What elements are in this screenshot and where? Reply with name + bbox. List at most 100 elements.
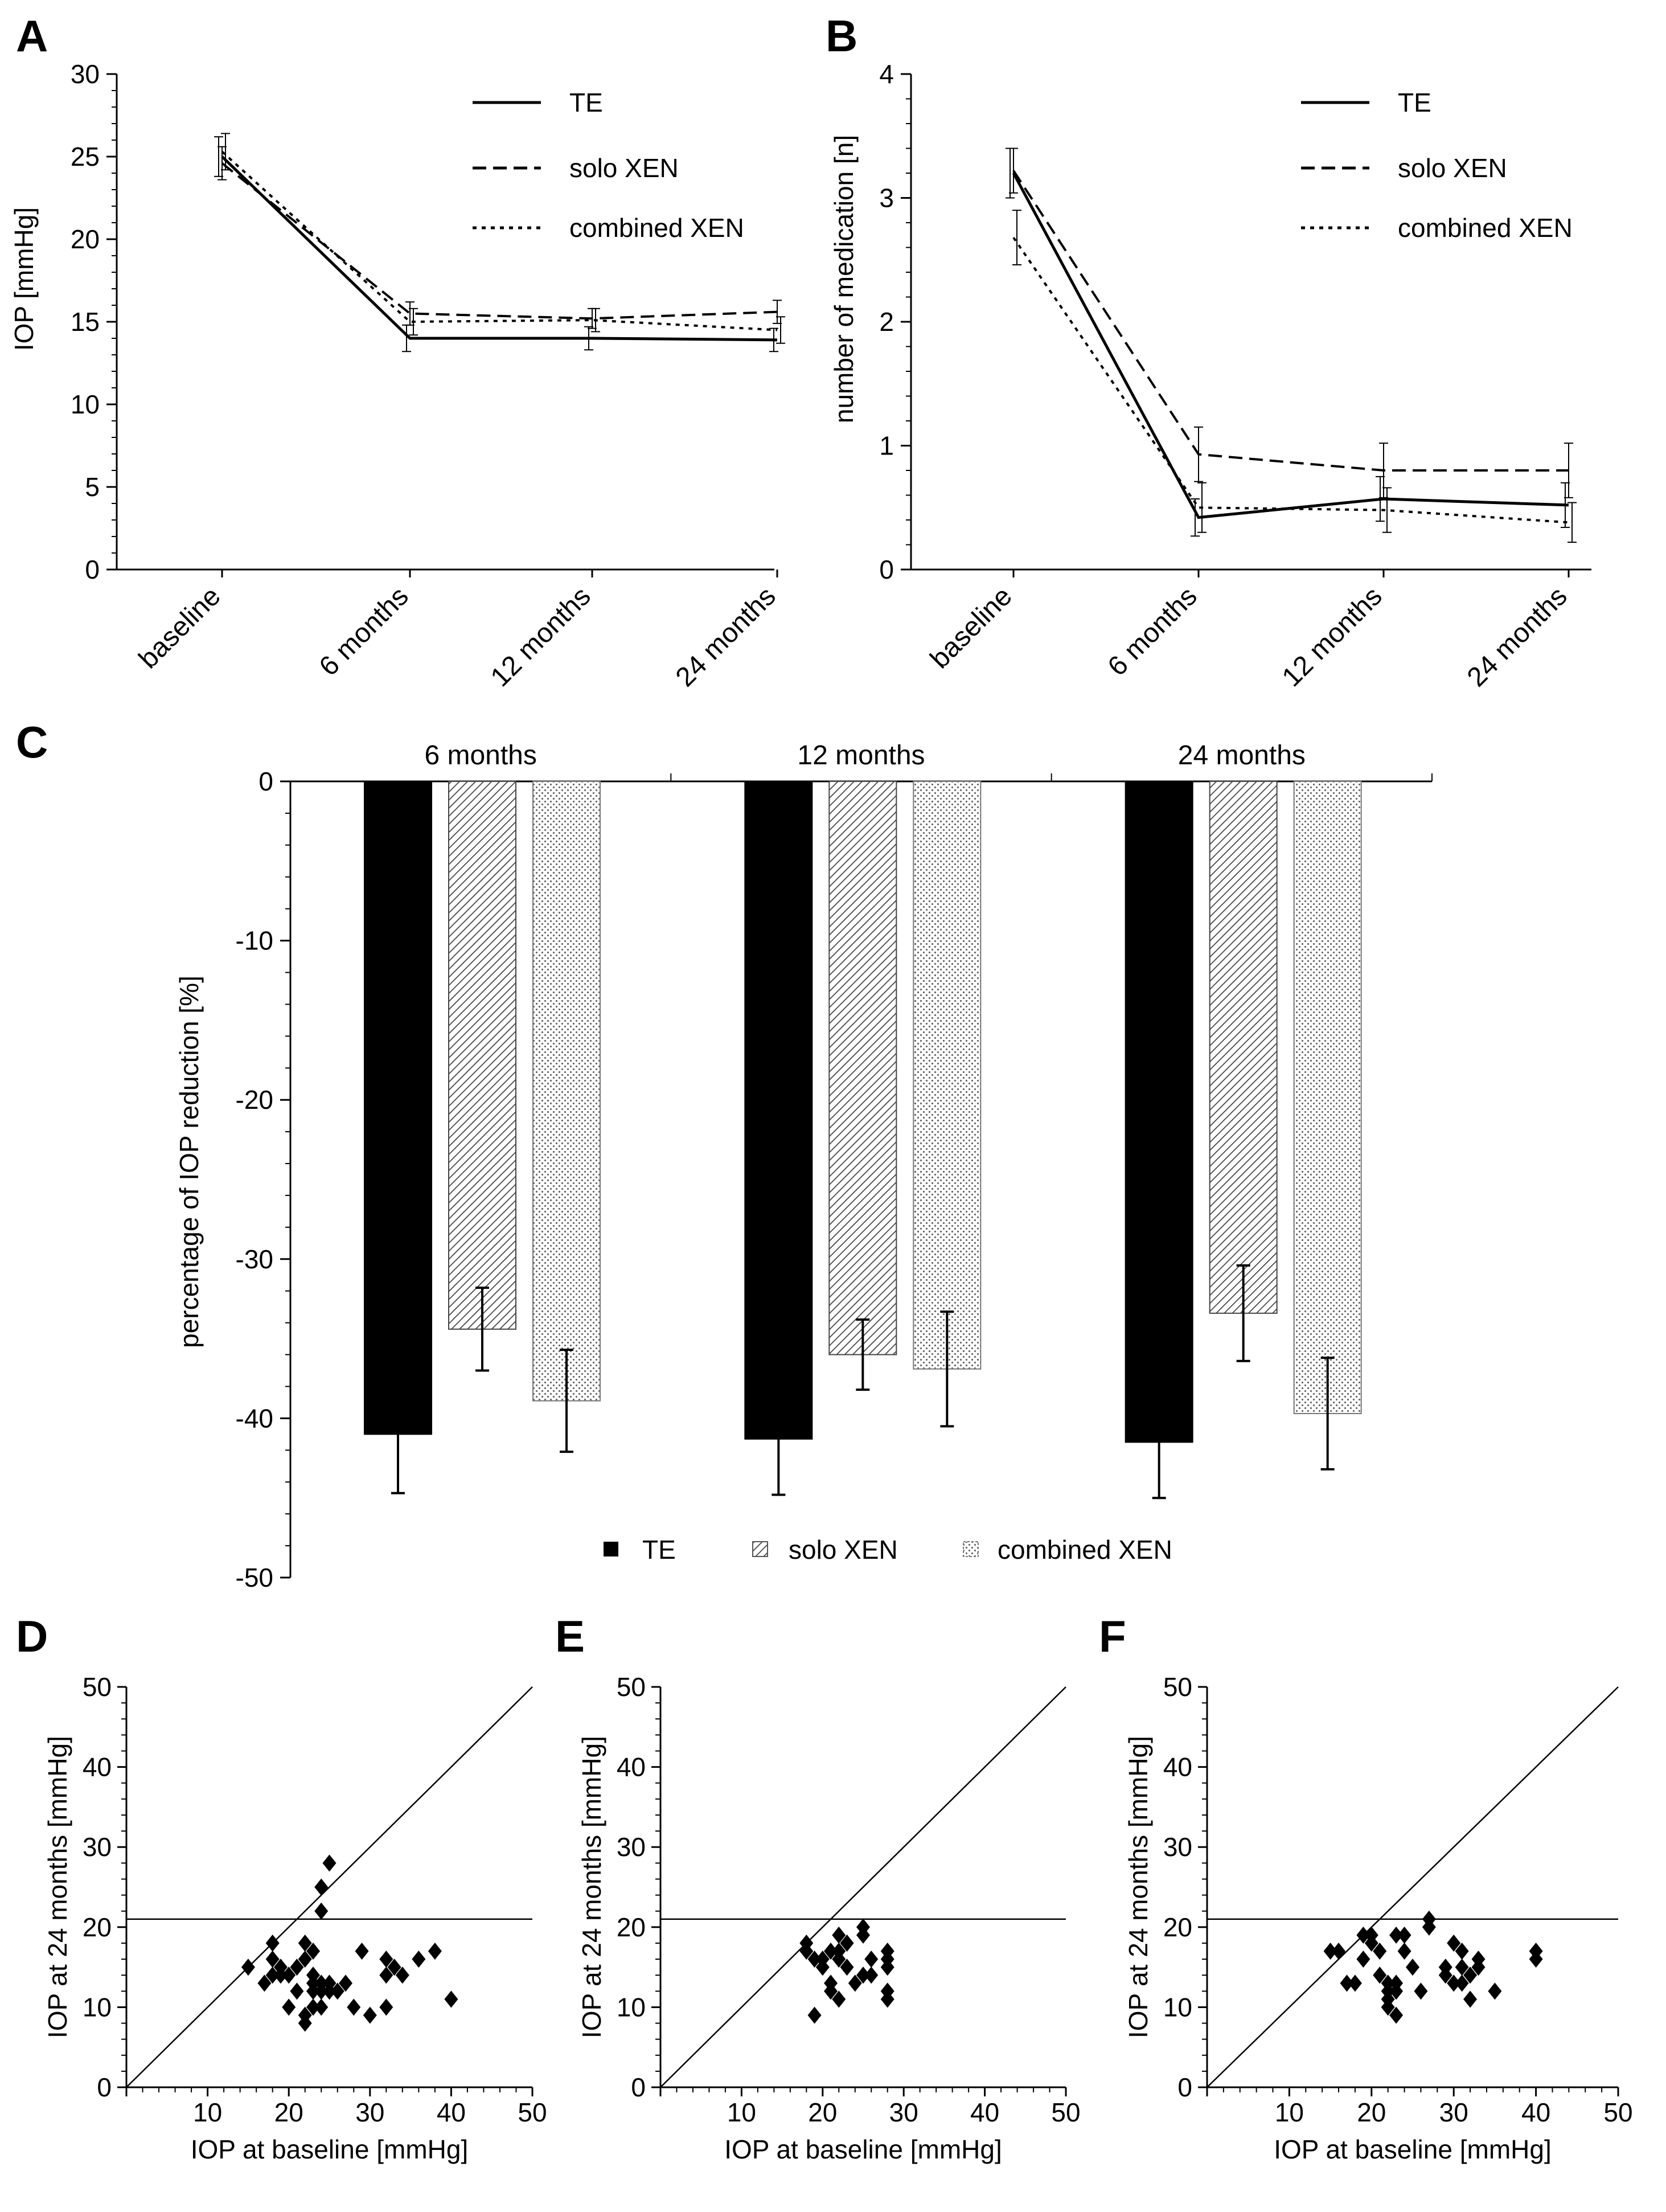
panel-f-data-point — [1373, 1942, 1387, 1960]
panel-f-data-point — [1397, 1926, 1411, 1944]
panel-e-identity-line — [660, 1686, 1066, 2088]
panel-d-data-point — [428, 1942, 442, 1960]
panel-f-data-point — [1340, 1975, 1354, 1992]
panel-d-data-point — [314, 1982, 329, 2000]
panel-d-data-point — [306, 1967, 320, 1984]
panel-c-category-label: 24 months — [1178, 740, 1306, 771]
panelA-ytick-label: 5 — [85, 472, 100, 502]
panel-f-data-point — [1356, 1951, 1370, 1968]
panel-d-data-point — [379, 1998, 393, 2016]
panel-e-data-point — [880, 1990, 894, 2008]
panelA-series-te — [221, 155, 778, 342]
panel-f-data-point — [1389, 2006, 1404, 2024]
panel-f-xtick-label: 40 — [1521, 2098, 1550, 2127]
panelB-ytick-label: 1 — [879, 431, 894, 461]
panel-d-data-point — [314, 1902, 329, 1920]
panel-d-xtick-label: 40 — [437, 2098, 466, 2127]
panel-c-ylabel: percentage of IOP reduction [%] — [174, 976, 204, 1348]
panel-e-data-point — [864, 1951, 879, 1968]
panel-d-data-point — [298, 2014, 312, 2032]
panel-e-xtick-label: 10 — [727, 2098, 756, 2127]
panel-f-data-point — [1529, 1942, 1543, 1960]
panelB-ytick-label: 2 — [879, 307, 894, 337]
panel-f-xtick-label: 20 — [1357, 2098, 1386, 2127]
legend-c-te-label: TE — [642, 1535, 676, 1564]
panel-d-data-point — [306, 1998, 320, 2016]
panelA-ytick-label: 0 — [85, 555, 100, 584]
panel-f-data-point — [1438, 1967, 1452, 1984]
panelB-series-combined-xen — [1012, 236, 1569, 524]
panel-f-data-point — [1364, 1926, 1378, 1944]
panel-f-ytick-label: 10 — [1163, 1992, 1192, 2022]
panel-d-xlabel: IOP at baseline [mmHg] — [191, 2135, 468, 2164]
panel-e-data-point — [864, 1967, 879, 1984]
panel-e-data-point — [856, 1967, 870, 1984]
panel-e-data-point — [815, 1959, 830, 1976]
panel-d-data-point — [298, 1951, 312, 1968]
panel-label-c: C — [16, 717, 48, 767]
panel-d-data-point — [387, 1959, 401, 1976]
panelA-xtick-label: 24 months — [670, 581, 782, 693]
panel-e-data-point — [832, 1990, 846, 2008]
panel-f-ytick-label: 30 — [1163, 1832, 1192, 1862]
panel-c-bar-te — [364, 781, 432, 1435]
panel-f-data-point — [1455, 1959, 1469, 1976]
panel-e-scatter-plot: 0 10 20 30 40 50 10 20 30 40 50 IOP at baseline [mm… — [577, 1672, 1081, 2164]
panel-d-ytick-label: 30 — [83, 1832, 112, 1862]
panel-f-data-point — [1389, 1926, 1404, 1944]
panel-d-data-point — [282, 1998, 296, 2016]
panel-d-data-point — [322, 1975, 337, 1992]
panel-d-data-point — [241, 1959, 255, 1976]
panel-label-e: E — [555, 1611, 585, 1661]
panelA-ytick-label: 10 — [71, 390, 100, 419]
panel-label-b: B — [826, 11, 857, 61]
panel-d-data-point — [265, 1951, 280, 1968]
panel-label-f: F — [1099, 1611, 1126, 1661]
panel-d-data-point — [290, 1982, 304, 2000]
panel-d-data-point — [395, 1967, 409, 1984]
panel-e-data-point — [824, 1982, 838, 2000]
panelA-series-solo-xen — [221, 162, 778, 320]
panel-d-data-point — [355, 1942, 369, 1960]
panel-f-xtick-label: 30 — [1439, 2098, 1468, 2127]
panel-d-xtick-label: 50 — [518, 2098, 547, 2127]
panelB-xtick-label: 24 months — [1462, 581, 1573, 693]
panel-e-ytick-label: 10 — [617, 1992, 646, 2022]
panel-f-ytick-label: 50 — [1163, 1672, 1192, 1702]
panel-f-data-point — [1447, 1975, 1461, 1992]
panel-e-ytick-label: 50 — [617, 1672, 646, 1702]
panel-d-data-point — [265, 1934, 280, 1952]
panel-e-ytick-label: 0 — [631, 2072, 646, 2102]
panel-c-bar-combined-xen — [913, 781, 982, 1370]
panel-f-identity-line — [1207, 1686, 1619, 2088]
panel-c-ytick-label: -20 — [236, 1085, 273, 1115]
panel-d-ytick-label: 20 — [83, 1912, 112, 1942]
panel-f-data-point — [1455, 1975, 1469, 1992]
panel-e-data-point — [824, 1942, 838, 1960]
panel-f-data-point — [1332, 1942, 1346, 1960]
panelA-ytick-label: 15 — [71, 307, 100, 337]
panel-c-bar-te — [744, 781, 813, 1440]
panel-f-data-point — [1422, 1910, 1436, 1928]
legend-b-solo-label: solo XEN — [1398, 153, 1507, 183]
panelB-xtick-label: baseline — [925, 581, 1018, 674]
panel-a-ylabel: IOP [mmHg] — [9, 207, 39, 351]
panel-e-xtick-label: 30 — [889, 2098, 918, 2127]
panel-d-scatter-plot: 0 10 20 30 40 50 10 20 30 40 50 IOP at baseline [mm… — [43, 1672, 547, 2164]
panel-b-legend: TE solo XEN combined XEN — [1301, 88, 1573, 243]
panel-c-bar-combined-xen — [532, 781, 601, 1402]
legend-c-te-swatch — [604, 1542, 618, 1556]
panel-e-data-point — [807, 1951, 822, 1968]
panel-c-bar-combined-xen — [1293, 781, 1362, 1415]
legend-c-combined-swatch — [963, 1541, 979, 1557]
panelB-xtick-label: 6 months — [1102, 581, 1203, 682]
panel-d-data-point — [282, 1967, 296, 1984]
panel-d-data-point — [322, 1854, 337, 1872]
panel-c-category-label: 6 months — [424, 740, 536, 771]
panel-d-data-point — [379, 1951, 393, 1968]
panel-e-data-point — [807, 2006, 822, 2024]
panel-d-data-point — [314, 1998, 329, 2016]
panel-e-data-point — [856, 1918, 870, 1936]
panel-f-xtick-label: 50 — [1603, 2098, 1632, 2127]
